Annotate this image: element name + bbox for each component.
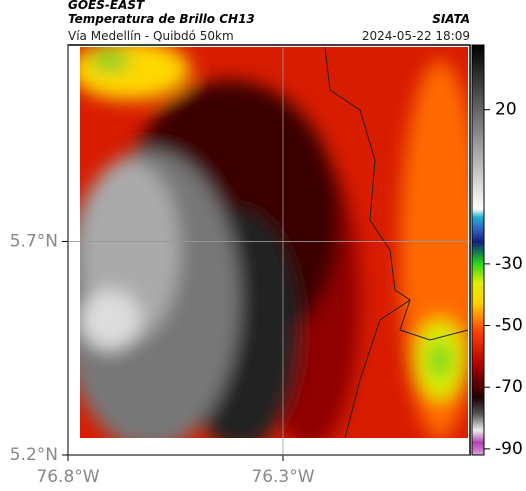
- y-tick-label: 5.2°N: [10, 445, 58, 465]
- x-tick-label: 76.3°W: [251, 467, 314, 487]
- x-tick-label: 76.8°W: [36, 467, 99, 487]
- route: Vía Medellín - Quibdó 50km: [68, 29, 234, 43]
- title: Temperatura de Brillo CH13: [68, 12, 255, 26]
- colorbar: [471, 44, 485, 456]
- colorbar-tick-label: -30: [495, 254, 523, 274]
- datetime: 2024-05-22 18:09: [362, 29, 470, 43]
- colorbar-tick-label: -90: [495, 439, 523, 459]
- source: GOES-EAST: [68, 0, 145, 12]
- y-tick-label: 5.7°N: [10, 231, 58, 251]
- colorbar-tick-label: -50: [495, 316, 523, 336]
- colorbar-tick-label: -70: [495, 377, 523, 397]
- colorbar-tick-label: 20: [495, 100, 517, 120]
- satellite-image: [80, 47, 468, 438]
- org: SIATA: [432, 12, 470, 26]
